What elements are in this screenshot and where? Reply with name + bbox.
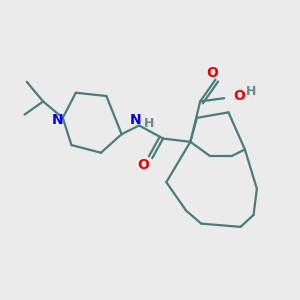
Text: O: O bbox=[206, 66, 218, 80]
Text: O: O bbox=[137, 158, 149, 172]
Text: O: O bbox=[233, 89, 245, 103]
Text: H: H bbox=[144, 117, 154, 130]
Text: N: N bbox=[52, 113, 63, 127]
Text: H: H bbox=[246, 85, 256, 98]
Text: N: N bbox=[130, 113, 142, 127]
